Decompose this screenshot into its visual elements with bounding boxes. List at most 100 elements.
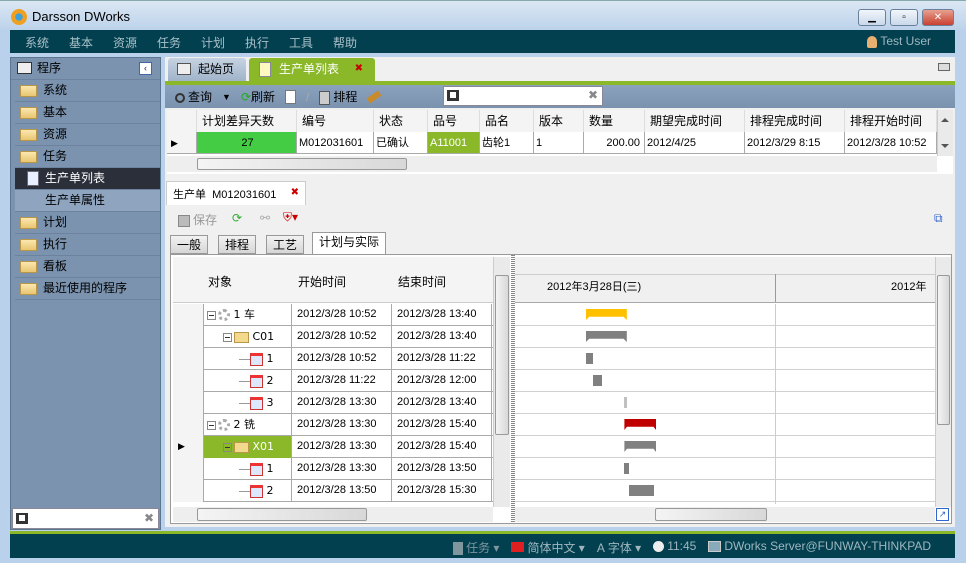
tree-row[interactable]: 1 2012/3/28 10:52 2012/3/28 11:22 [173, 348, 493, 370]
grid-cell[interactable]: 齿轮1 [480, 132, 534, 154]
grid-cell[interactable]: 27 [197, 132, 297, 154]
tree-row[interactable]: 3 2012/3/28 13:30 2012/3/28 13:40 [173, 392, 493, 414]
grid-cell[interactable]: 1 [534, 132, 584, 154]
collapse-toggle-icon[interactable] [223, 332, 232, 342]
collapse-toggle-icon[interactable] [207, 310, 216, 320]
column-header[interactable]: 数量 [584, 110, 645, 132]
sidebar-item[interactable]: 看板 [15, 256, 160, 278]
gantt-hscroll[interactable] [515, 507, 935, 522]
column-start-time[interactable]: 开始时间 [298, 275, 347, 289]
broom-icon[interactable] [366, 90, 382, 103]
column-header[interactable]: 状态 [374, 110, 428, 132]
menu-execute[interactable]: 执行 [245, 36, 270, 50]
tree-node[interactable]: 2 [204, 370, 292, 392]
collapse-toggle-icon[interactable] [223, 442, 232, 452]
close-tab-icon[interactable]: ✖ [290, 187, 299, 198]
new-icon[interactable] [285, 89, 297, 104]
order-grid-vscroll[interactable] [937, 110, 953, 156]
edit-icon[interactable]: / [306, 89, 310, 104]
refresh-icon[interactable]: ⟳ [232, 211, 243, 225]
language-selector[interactable]: 简体中文 ▾ [511, 539, 585, 556]
tree-node[interactable]: 2 [204, 480, 292, 502]
grid-cell[interactable]: A11001 [428, 132, 480, 154]
query-button[interactable]: 查询 [175, 88, 212, 105]
tab-order-detail[interactable]: 生产单 M012031601 ✖ [166, 181, 306, 205]
user-menu[interactable]: Test User [867, 34, 931, 48]
column-header[interactable]: 排程开始时间 [845, 110, 937, 132]
menu-system[interactable]: 系统 [25, 36, 50, 50]
task-status[interactable]: 任务 ▾ [453, 539, 499, 556]
gantt-bar[interactable] [624, 463, 630, 474]
tree-vscroll[interactable] [493, 257, 510, 507]
grid-cell[interactable]: 2012/3/29 8:15 [745, 132, 845, 154]
collapse-sidebar-button[interactable]: ‹ [139, 62, 152, 75]
refresh-button[interactable]: ⟳刷新 [240, 90, 276, 104]
shield-delete-icon[interactable]: ⛨▾ [283, 210, 299, 224]
gantt-bar[interactable] [585, 309, 627, 320]
column-header[interactable]: 计划差异天数 [197, 110, 297, 132]
sidebar-item[interactable]: 生产单列表 [15, 168, 160, 190]
sidebar-search-input[interactable]: ✖ [12, 508, 159, 529]
order-grid-hscroll[interactable] [167, 156, 937, 172]
splitter[interactable] [511, 255, 515, 523]
gantt-bar[interactable] [593, 375, 603, 386]
tree-row[interactable]: 2 2012/3/28 11:22 2012/3/28 12:00 [173, 370, 493, 392]
menu-basic[interactable]: 基本 [69, 36, 94, 50]
gantt-zoom-icon[interactable]: ↗ [936, 508, 949, 521]
menu-task[interactable]: 任务 [157, 36, 182, 50]
column-header[interactable]: 编号 [297, 110, 374, 132]
gantt-bar[interactable] [624, 397, 627, 408]
gantt-bar[interactable] [624, 441, 657, 452]
column-header[interactable]: 品名 [480, 110, 534, 132]
clear-search-icon[interactable]: ✖ [587, 88, 598, 102]
tree-row[interactable]: ▶ X01 2012/3/28 13:30 2012/3/28 15:40 [173, 436, 493, 458]
tree-row[interactable]: 1 车 2012/3/28 10:52 2012/3/28 13:40 [173, 304, 493, 326]
schedule-button[interactable]: 排程 [319, 88, 357, 105]
font-selector[interactable]: A 字体 ▾ [596, 541, 642, 555]
gantt-vscroll[interactable] [935, 257, 951, 507]
grid-cell[interactable]: 2012/4/25 [645, 132, 745, 154]
tree-node[interactable]: 1 车 [204, 304, 292, 326]
tab-order-list[interactable]: 生产单列表 ✖ [249, 58, 375, 82]
popout-icon[interactable]: ⧉ [934, 211, 943, 225]
minimize-button[interactable]: ▁ [858, 9, 886, 26]
tree-row[interactable]: 1 2012/3/28 13:30 2012/3/28 13:50 [173, 458, 493, 480]
collapse-toggle-icon[interactable] [207, 420, 216, 430]
column-header[interactable]: 品号 [428, 110, 480, 132]
toolbar-search-input[interactable]: ✖ [443, 86, 603, 106]
menu-help[interactable]: 帮助 [333, 36, 358, 50]
sidebar-item[interactable]: 基本 [15, 102, 160, 124]
subtab-schedule[interactable]: 排程 [218, 235, 257, 254]
sidebar-item[interactable]: 任务 [15, 146, 160, 168]
close-button[interactable]: ✕ [922, 9, 954, 26]
column-header[interactable]: 期望完成时间 [645, 110, 745, 132]
sidebar-item[interactable]: 最近使用的程序 [15, 278, 160, 300]
gantt-bar[interactable] [629, 485, 654, 496]
sidebar-item[interactable]: 执行 [15, 234, 160, 256]
tree-row[interactable]: 2 铣 2012/3/28 13:30 2012/3/28 15:40 [173, 414, 493, 436]
column-object[interactable]: 对象 [208, 275, 233, 289]
menu-tools[interactable]: 工具 [289, 36, 314, 50]
flow-icon[interactable]: ⚯ [260, 211, 271, 225]
gantt-bar[interactable] [585, 353, 594, 364]
subtab-process[interactable]: 工艺 [266, 235, 305, 254]
column-header[interactable]: 排程完成时间 [745, 110, 845, 132]
clear-search-icon[interactable]: ✖ [143, 511, 154, 525]
sidebar-item[interactable]: 资源 [15, 124, 160, 146]
tree-node[interactable]: 3 [204, 392, 292, 414]
column-end-time[interactable]: 结束时间 [398, 275, 447, 289]
tree-node[interactable]: C01 [204, 326, 292, 348]
maximize-button[interactable]: ▫ [890, 9, 918, 26]
sidebar-item[interactable]: 系统 [15, 80, 160, 102]
grid-cell[interactable]: 200.00 [584, 132, 645, 154]
tree-row[interactable]: 2 2012/3/28 13:50 2012/3/28 15:30 [173, 480, 493, 502]
subtab-general[interactable]: 一般 [170, 235, 209, 254]
tree-node[interactable]: 1 [204, 348, 292, 370]
tree-node[interactable]: 1 [204, 458, 292, 480]
sidebar-item[interactable]: 计划 [15, 212, 160, 234]
close-tab-icon[interactable]: ✖ [354, 63, 363, 74]
restore-panel-icon[interactable] [938, 63, 950, 71]
tree-hscroll[interactable] [173, 507, 493, 522]
sidebar-item[interactable]: 生产单属性 [15, 190, 160, 212]
tree-node[interactable]: X01 [204, 436, 292, 458]
